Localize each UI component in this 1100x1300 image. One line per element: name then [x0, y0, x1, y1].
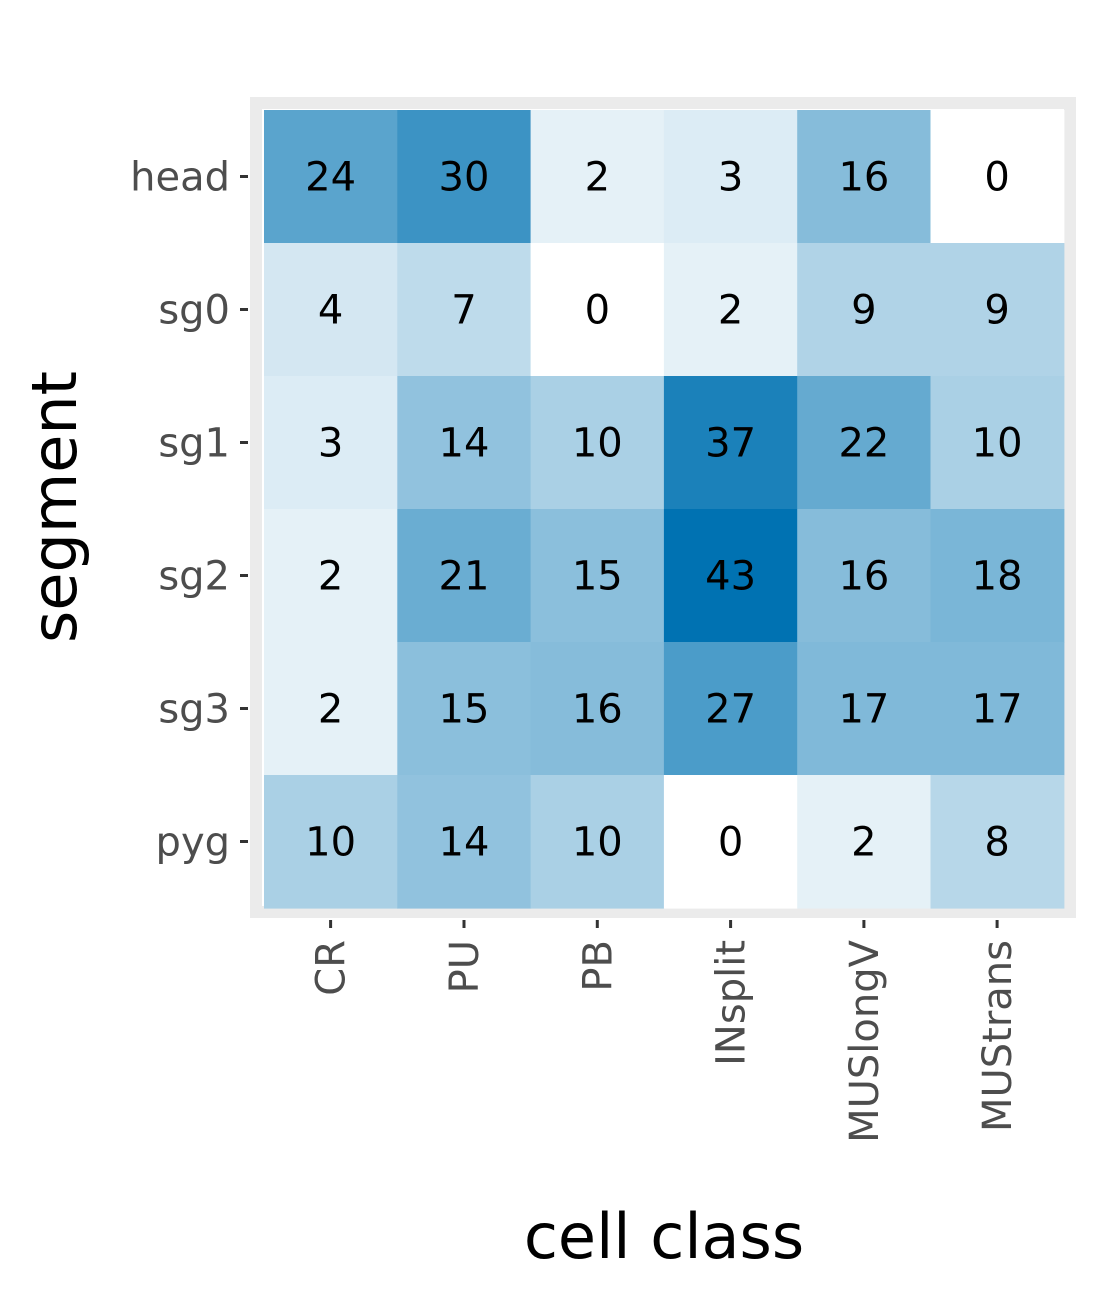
heatmap-cell	[663, 509, 798, 643]
cell-value-label: 2	[318, 687, 343, 733]
cell-value-label: 16	[838, 554, 889, 600]
heatmap-cell	[663, 642, 798, 776]
heatmap-cell	[797, 243, 932, 377]
cell-value-label: 16	[838, 155, 889, 201]
heatmap-cell	[397, 642, 532, 776]
cell-value-label: 22	[838, 421, 889, 467]
y-tick-label: sg0	[158, 288, 230, 334]
heatmap-cell	[797, 775, 932, 909]
heatmap-cell	[930, 509, 1065, 643]
cell-value-label: 2	[585, 155, 610, 201]
cell-value-label: 30	[439, 155, 490, 201]
cell-value-label: 21	[439, 554, 490, 600]
cell-value-label: 8	[984, 820, 1009, 866]
y-axis: head sg0 sg1 sg2 sg3 pyg	[130, 155, 248, 866]
y-axis-title: segment	[18, 371, 91, 643]
cell-value-labels: 24 30 2 3 16 04 7 0 2 9 93 14 10 37 22 102 21 15 43 16 182 15…	[305, 155, 1022, 866]
y-tick-label: sg3	[158, 687, 230, 733]
y-tick-label: sg1	[158, 421, 230, 467]
cell-value-label: 18	[972, 554, 1023, 600]
x-tick-label: CR	[309, 940, 355, 996]
heatmap-cell	[663, 243, 798, 377]
x-tick-label: PU	[442, 940, 488, 993]
heatmap-cell	[397, 376, 532, 510]
heatmap-cell	[797, 376, 932, 510]
heatmap-cell	[264, 642, 398, 776]
cell-value-label: 0	[984, 155, 1009, 201]
heatmap-cell	[930, 110, 1065, 244]
cell-value-label: 7	[451, 288, 476, 334]
heatmap-cell	[264, 243, 398, 377]
heatmap-cell	[264, 775, 398, 909]
heatmap-cell	[264, 110, 398, 244]
cell-value-label: 10	[572, 421, 623, 467]
x-axis: CR PU PB INsplit MUSlongV MUStrans	[309, 920, 1021, 1143]
heatmap-cell	[797, 509, 932, 643]
heatmap-cell	[530, 110, 665, 244]
cell-value-label: 43	[705, 554, 756, 600]
x-tick-label: MUSlongV	[842, 939, 888, 1143]
cell-value-label: 2	[851, 820, 876, 866]
cell-value-label: 4	[318, 288, 343, 334]
cell-value-label: 37	[705, 421, 756, 467]
x-axis-title: cell class	[524, 1200, 804, 1273]
cell-value-label: 16	[572, 687, 623, 733]
heatmap-cell	[397, 775, 532, 909]
heatmap-cell	[530, 775, 665, 909]
heatmap-cell	[530, 642, 665, 776]
cell-value-label: 14	[439, 820, 490, 866]
x-tick-label: INsplit	[709, 940, 755, 1066]
cell-value-label: 10	[972, 421, 1023, 467]
heatmap-cells	[264, 110, 1065, 909]
panel-border	[250, 97, 1076, 918]
cell-value-label: 3	[318, 421, 343, 467]
heatmap-cell	[397, 509, 532, 643]
cell-value-label: 27	[705, 687, 756, 733]
heatmap-cell	[663, 110, 798, 244]
cell-value-label: 0	[718, 820, 743, 866]
heatmap-cell	[930, 775, 1065, 909]
heatmap-cell	[930, 243, 1065, 377]
y-tick-label: head	[130, 155, 230, 201]
heatmap-cell	[930, 376, 1065, 510]
heatmap-cell	[797, 642, 932, 776]
cell-value-label: 3	[718, 155, 743, 201]
cell-value-label: 15	[572, 554, 623, 600]
heatmap-cell	[797, 110, 932, 244]
heatmap-cell	[663, 775, 798, 909]
cell-value-label: 10	[572, 820, 623, 866]
cell-value-label: 9	[851, 288, 876, 334]
cell-value-label: 10	[305, 820, 356, 866]
heatmap-cell	[264, 376, 398, 510]
cell-value-label: 14	[439, 421, 490, 467]
heatmap-cell	[663, 376, 798, 510]
heatmap-cell	[397, 110, 532, 244]
heatmap-cell	[930, 642, 1065, 776]
cell-value-label: 9	[984, 288, 1009, 334]
cell-value-label: 17	[972, 687, 1023, 733]
heatmap-cell	[530, 243, 665, 377]
cell-value-label: 17	[838, 687, 889, 733]
cell-value-label: 2	[718, 288, 743, 334]
cell-value-label: 24	[305, 155, 356, 201]
heatmap-cell	[530, 376, 665, 510]
y-tick-label: pyg	[156, 820, 230, 866]
heatmap-cell	[264, 509, 398, 643]
cell-value-label: 15	[439, 687, 490, 733]
x-tick-label: MUStrans	[975, 940, 1021, 1132]
y-tick-label: sg2	[158, 554, 230, 600]
cell-value-label: 0	[585, 288, 610, 334]
cell-value-label: 2	[318, 554, 343, 600]
heatmap-cell	[530, 509, 665, 643]
heatmap-cell	[397, 243, 532, 377]
x-tick-label: PB	[575, 940, 621, 992]
